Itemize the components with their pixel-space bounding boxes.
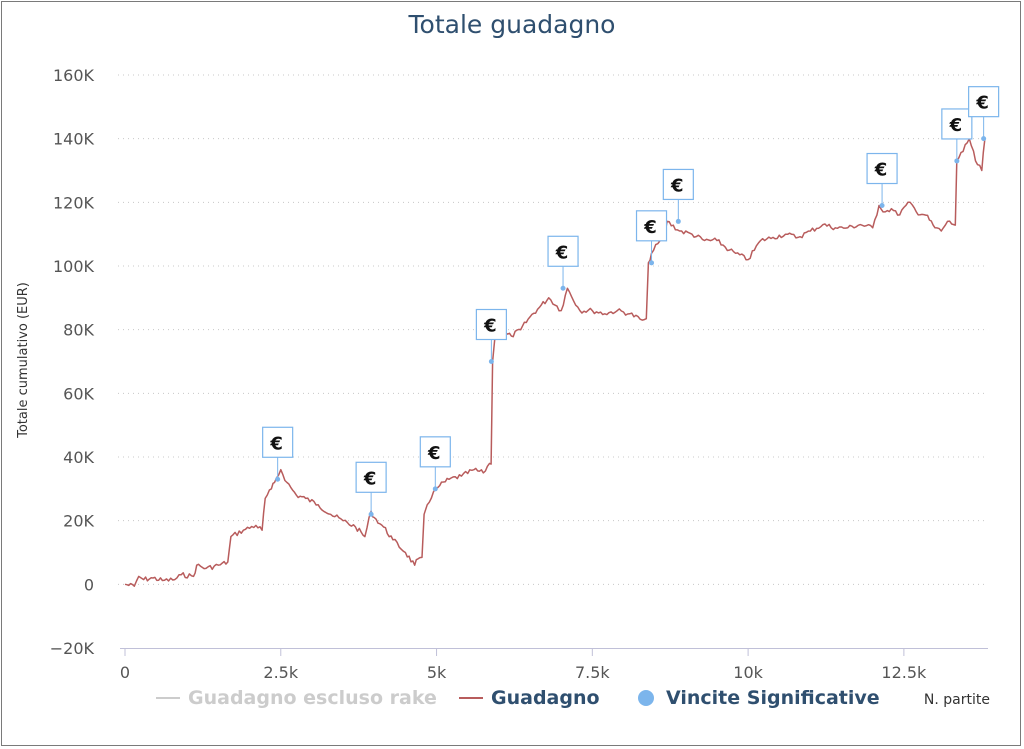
euro-icon: € — [427, 443, 441, 464]
vincita-flag[interactable]: € — [355, 461, 387, 517]
y-tick-label: 40K — [63, 448, 94, 467]
x-tick-label: 7.5k — [575, 663, 610, 682]
x-axis-title: N. partite — [923, 692, 990, 708]
vincita-flag[interactable]: € — [866, 152, 898, 209]
euro-icon: € — [363, 468, 377, 489]
flags-layer: € € € € € € € € € € — [262, 86, 1000, 517]
euro-icon: € — [975, 93, 989, 114]
flag-box — [419, 436, 451, 468]
y-tick-label: 60K — [63, 384, 94, 403]
flag-point — [675, 218, 681, 224]
euro-icon: € — [670, 175, 684, 196]
grid-lines — [118, 74, 988, 585]
vincita-flag[interactable]: € — [419, 436, 451, 492]
legend-label: Vincite Significative — [666, 687, 880, 709]
y-tick-label: −20K — [50, 639, 95, 658]
euro-icon: € — [643, 217, 657, 238]
x-tick-label: 2.5k — [263, 663, 298, 682]
x-tick-label: 0 — [120, 663, 130, 682]
vincita-flag[interactable]: € — [262, 426, 294, 482]
legend-label: Guadagno escluso rake — [188, 687, 437, 709]
vincita-flag[interactable]: € — [475, 308, 507, 365]
flag-point — [275, 476, 281, 482]
euro-icon: € — [874, 160, 888, 181]
euro-icon: € — [555, 242, 569, 263]
x-tick-label: 10k — [733, 663, 763, 682]
legend-item-guadagno-escluso-rake[interactable]: Guadagno escluso rake — [156, 684, 437, 712]
series-layer — [124, 137, 986, 587]
euro-icon: € — [483, 316, 497, 337]
y-axis-title: Totale cumulativo (EUR) — [16, 282, 31, 439]
y-tick-label: 80K — [63, 321, 94, 340]
legend-item-vincite-significative[interactable]: Vincite Significative — [638, 684, 880, 712]
flag-point — [432, 486, 438, 492]
vincita-flag[interactable]: € — [941, 108, 973, 164]
flag-point — [954, 158, 960, 164]
flag-point — [488, 359, 494, 364]
vincita-flag[interactable]: € — [662, 168, 694, 224]
legend-label: Guadagno — [491, 687, 600, 709]
y-axis-ticks: −20K 0 20K 40K 60K 80K 100K 120K 140K 160K — [50, 66, 95, 658]
flag-box — [941, 108, 973, 140]
x-tick-label: 5k — [427, 663, 447, 682]
x-axis-ticks: 0 2.5k 5k 7.5k 10k 12.5k — [120, 648, 927, 682]
y-tick-label: 140K — [53, 130, 95, 149]
flag-box — [866, 152, 898, 185]
series-line-guadagno — [124, 137, 986, 587]
flag-box — [635, 210, 668, 242]
legend-dot-icon — [638, 690, 654, 706]
y-tick-label: 20K — [63, 512, 94, 531]
flag-box — [262, 426, 294, 458]
euro-icon: € — [949, 115, 963, 136]
y-tick-label: 120K — [53, 193, 95, 212]
x-tick-label: 12.5k — [881, 663, 927, 682]
y-tick-label: 160K — [53, 66, 95, 85]
flag-point — [560, 285, 566, 291]
vincita-flag[interactable]: € — [635, 210, 668, 266]
vincita-flag[interactable]: € — [968, 86, 1000, 142]
legend-line-icon — [156, 697, 180, 699]
flag-point — [649, 260, 655, 266]
flag-point — [368, 511, 374, 517]
flag-box — [662, 168, 694, 201]
flag-box — [547, 235, 579, 267]
chart-title: Totale guadagno — [408, 10, 616, 39]
euro-icon: € — [269, 433, 283, 454]
flag-box — [968, 86, 1000, 118]
flag-point — [879, 203, 885, 209]
y-tick-label: 100K — [53, 257, 95, 276]
y-tick-label: 0 — [84, 575, 94, 594]
flag-box — [355, 461, 387, 493]
legend-item-guadagno[interactable]: Guadagno — [459, 684, 600, 712]
legend-line-icon — [459, 697, 483, 699]
vincita-flag[interactable]: € — [547, 235, 579, 291]
flag-point — [981, 136, 987, 142]
flag-box — [475, 308, 507, 341]
legend: Guadagno escluso rake Guadagno Vincite S… — [0, 684, 1024, 714]
